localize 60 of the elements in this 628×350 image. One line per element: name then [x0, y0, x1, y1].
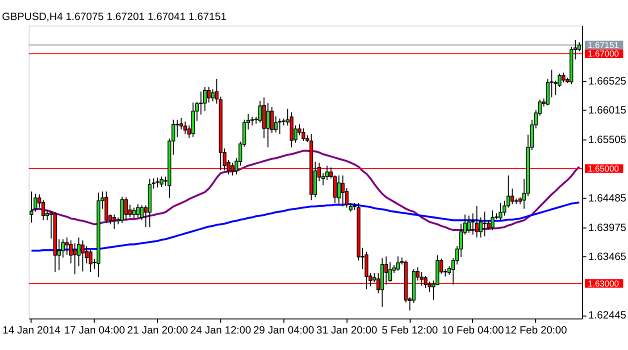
candlestick — [475, 205, 479, 238]
candlestick — [337, 174, 341, 204]
candlestick — [203, 86, 207, 112]
x-tick-label: 31 Jan 20:00 — [316, 324, 378, 336]
candlestick — [498, 202, 502, 221]
candlestick — [160, 176, 164, 188]
candlestick — [112, 214, 116, 230]
x-tick-label: 12 Feb 20:00 — [504, 324, 568, 336]
x-tick-label: 21 Jan 20:00 — [127, 324, 188, 336]
candlestick — [325, 165, 329, 181]
candlestick — [510, 188, 514, 205]
ref-line-label: 1.63000 — [588, 278, 620, 288]
y-tick-label: 1.62445 — [588, 310, 626, 322]
candlestick — [124, 196, 128, 221]
candlestick — [486, 220, 490, 230]
y-tick-label: 1.66525 — [588, 75, 626, 88]
ref-line-label: 1.67000 — [588, 48, 620, 59]
candlestick — [132, 207, 136, 218]
candlestick — [88, 248, 92, 272]
x-tick-label: 29 Jan 04:00 — [253, 324, 314, 336]
candlestick — [302, 128, 306, 142]
candlestick — [140, 204, 144, 221]
candlestick — [396, 256, 400, 272]
candlestick — [136, 204, 140, 218]
y-tick-label: 1.64485 — [588, 192, 626, 204]
candlestick — [266, 102, 270, 148]
candlestick — [120, 196, 124, 224]
candlestick — [73, 242, 77, 275]
candlestick — [69, 240, 73, 264]
candlestick — [183, 120, 187, 135]
x-tick-label: 17 Jan 04:00 — [64, 324, 126, 336]
chart-title: GBPUSD,H4 1.67075 1.67201 1.67041 1.67151 — [2, 10, 227, 23]
candlestick — [290, 112, 294, 148]
ref-line-label: 1.67151 — [588, 40, 620, 50]
candlestick — [278, 118, 282, 135]
candlestick — [30, 191, 34, 224]
y-tick-label: 1.65505 — [588, 134, 626, 146]
candlestick — [207, 86, 211, 103]
candlestick — [104, 191, 108, 224]
ref-line-label: 1.65000 — [588, 163, 620, 174]
candlestick — [210, 88, 215, 102]
candlestick — [80, 240, 85, 272]
candlestick — [191, 102, 195, 138]
candlestick — [341, 174, 345, 207]
x-tick-label: 24 Jan 12:00 — [190, 324, 252, 336]
x-tick-label: 10 Feb 04:00 — [442, 324, 504, 336]
candlestick — [467, 215, 471, 234]
candlestick — [490, 210, 494, 230]
candlestick — [562, 72, 566, 83]
candlestick — [471, 212, 475, 236]
x-tick-label: 14 Jan 2014 — [2, 324, 61, 336]
x-tick-label: 5 Feb 12:00 — [382, 324, 438, 336]
candlestick — [388, 262, 392, 282]
candlestick — [230, 162, 234, 176]
y-tick-label: 1.63975 — [588, 222, 626, 234]
candlestick — [175, 119, 180, 138]
candlestick — [558, 73, 562, 88]
candlestick — [482, 211, 487, 237]
y-tick-label: 1.66015 — [588, 104, 626, 117]
y-tick-label: 1.63465 — [588, 251, 626, 264]
